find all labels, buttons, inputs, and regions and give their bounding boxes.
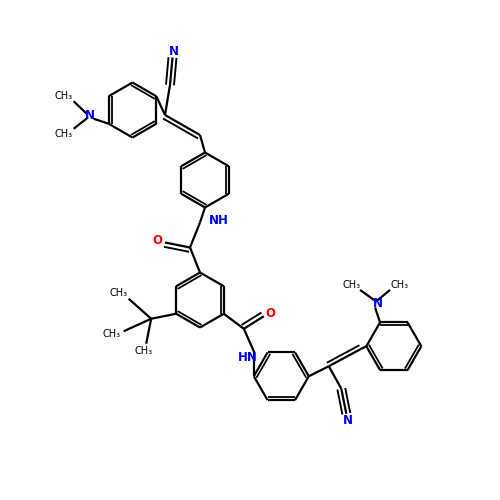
Text: N: N — [344, 414, 353, 427]
Text: CH₃: CH₃ — [134, 346, 152, 356]
Text: N: N — [169, 45, 179, 58]
Text: CH₃: CH₃ — [110, 288, 128, 298]
Text: HN: HN — [238, 351, 258, 364]
Text: O: O — [266, 307, 276, 320]
Text: CH₃: CH₃ — [390, 280, 408, 290]
Text: N: N — [372, 297, 382, 310]
Text: O: O — [152, 234, 162, 248]
Text: CH₃: CH₃ — [342, 280, 360, 290]
Text: CH₃: CH₃ — [54, 128, 72, 138]
Text: CH₃: CH₃ — [102, 329, 120, 339]
Text: CH₃: CH₃ — [54, 91, 72, 101]
Text: NH: NH — [209, 214, 229, 226]
Text: N: N — [84, 109, 94, 122]
